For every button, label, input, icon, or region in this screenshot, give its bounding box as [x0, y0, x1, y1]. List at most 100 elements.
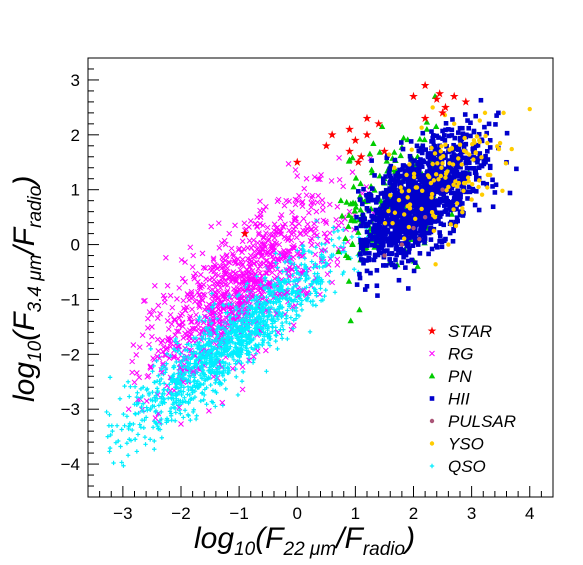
qso-point	[236, 292, 242, 297]
qso-point	[260, 326, 266, 332]
rg-point	[164, 317, 171, 324]
hii-point	[425, 198, 431, 204]
rg-point	[212, 284, 219, 291]
qso-point	[132, 437, 138, 442]
hii-point	[375, 195, 381, 200]
hii-point	[420, 143, 426, 149]
rg-point	[250, 276, 256, 282]
qso-point	[265, 340, 271, 346]
rg-point	[301, 185, 308, 192]
qso-point	[161, 396, 166, 401]
qso-point	[140, 393, 145, 399]
rg-point	[183, 304, 190, 310]
qso-point	[228, 314, 233, 320]
hii-point	[473, 157, 478, 163]
hii-point	[460, 131, 466, 137]
yso-point	[413, 185, 419, 190]
hii-point	[485, 148, 490, 154]
hii-point	[412, 158, 417, 163]
rg-point	[240, 271, 247, 278]
qso-point	[270, 282, 276, 288]
qso-point	[308, 282, 313, 288]
qso-point	[234, 326, 239, 332]
qso-point	[227, 294, 232, 299]
qso-point	[152, 438, 157, 444]
hii-point	[380, 263, 386, 268]
rg-point	[142, 297, 148, 304]
qso-point	[138, 386, 144, 392]
hii-point	[438, 197, 444, 202]
yso-point	[445, 169, 450, 174]
yso-point	[419, 125, 424, 130]
qso-point	[200, 370, 205, 376]
qso-point	[178, 411, 183, 416]
hii-point	[394, 173, 400, 178]
qso-point	[178, 351, 183, 356]
qso-point	[199, 344, 205, 349]
rg-point	[174, 328, 180, 335]
hii-point	[403, 191, 409, 196]
rg-point	[232, 222, 238, 229]
yso-point	[431, 228, 437, 234]
yso-point	[454, 201, 460, 206]
hii-point	[465, 156, 471, 161]
qso-point	[310, 302, 316, 308]
rg-point	[334, 203, 341, 210]
yso-point	[476, 138, 482, 143]
rg-point	[148, 311, 155, 318]
hii-point	[377, 215, 383, 220]
rg-point	[195, 326, 202, 332]
hii-point	[398, 209, 404, 215]
qso-point	[349, 234, 355, 240]
qso-point	[246, 309, 251, 315]
hii-point	[448, 207, 453, 213]
hii-point	[433, 166, 439, 172]
qso-point	[200, 351, 206, 356]
qso-point	[107, 412, 112, 417]
hii-point	[494, 113, 499, 118]
hii-point	[448, 200, 454, 205]
yso-point	[406, 224, 412, 230]
rg-point	[224, 265, 231, 272]
rg-point	[264, 270, 270, 276]
yso-point	[444, 188, 449, 193]
hii-point	[471, 188, 477, 194]
qso-point	[164, 420, 169, 425]
hii-point	[514, 166, 519, 172]
qso-point	[159, 366, 164, 372]
qso-point	[324, 261, 330, 266]
hii-point	[406, 199, 412, 205]
qso-point	[265, 327, 270, 333]
hii-point	[409, 257, 415, 263]
qso-point	[143, 415, 149, 420]
hii-point	[426, 230, 432, 236]
qso-point	[213, 404, 218, 409]
pn-point	[345, 254, 352, 261]
yso-point	[420, 188, 425, 193]
qso-point	[273, 260, 278, 265]
hii-point	[443, 121, 449, 126]
qso-point	[260, 340, 266, 346]
hii-point	[393, 222, 399, 228]
qso-point	[198, 381, 203, 387]
rg-point	[318, 172, 324, 178]
qso-point	[237, 349, 242, 355]
yso-point	[465, 175, 471, 180]
hii-point	[408, 218, 414, 223]
rg-point	[255, 265, 262, 272]
hii-point	[399, 260, 405, 265]
rg-point	[167, 311, 174, 318]
yso-point	[402, 236, 407, 241]
rg-point	[333, 217, 340, 223]
hii-point	[451, 146, 457, 152]
qso-point	[180, 372, 185, 378]
hii-point	[389, 215, 395, 221]
rg-point	[260, 235, 267, 241]
rg-point	[182, 307, 189, 314]
qso-point	[335, 228, 341, 234]
hii-point	[507, 190, 513, 196]
qso-point	[170, 392, 176, 398]
qso-point	[265, 333, 271, 338]
qso-point	[210, 388, 216, 393]
hii-point	[393, 257, 398, 263]
